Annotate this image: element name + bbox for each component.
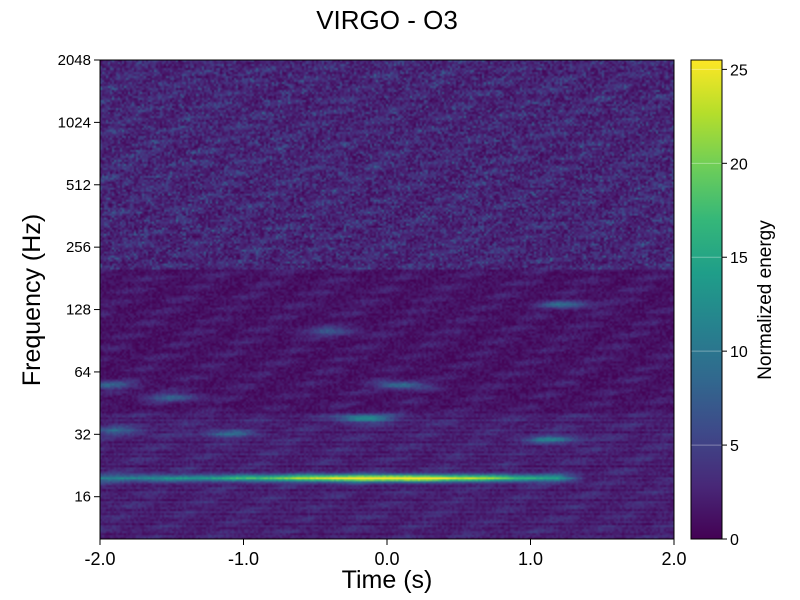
y-tick-label: 256 [66, 239, 91, 256]
colorbar-tick-label: 0 [730, 532, 739, 549]
colorbar-tick-label: 25 [730, 62, 748, 79]
colorbar-fill [691, 60, 722, 539]
x-tick-label: -2.0 [84, 549, 115, 569]
y-tick-label: 32 [74, 426, 91, 443]
colorbar-frame [690, 59, 723, 540]
x-axis-label: Time (s) [342, 566, 433, 594]
x-tick-label: 2.0 [661, 549, 686, 569]
colorbar-label: Normalized energy [755, 220, 776, 380]
x-axis: -2.0 -1.0 0.0 1.0 2.0 [84, 539, 687, 569]
colorbar-tick-label: 15 [730, 250, 748, 267]
colorbar-gridlines [691, 68, 722, 446]
y-tick-label: 2048 [58, 52, 91, 69]
x-tick-label: 0.0 [374, 549, 399, 569]
y-axis: 16 32 64 128 256 512 1024 2048 [58, 52, 100, 506]
x-tick-label: -1.0 [228, 549, 259, 569]
colorbar-tick-label: 20 [730, 156, 748, 173]
plot-area [99, 59, 675, 540]
colorbar-tick-label: 5 [730, 438, 739, 455]
colorbar-tick-label: 10 [730, 344, 748, 361]
y-tick-label: 128 [66, 302, 91, 319]
y-tick-label: 16 [74, 489, 91, 506]
y-tick-label: 512 [66, 177, 91, 194]
chart-title: VIRGO - O3 [316, 5, 458, 35]
y-axis-label: Frequency (Hz) [18, 214, 46, 386]
x-tick-label: 1.0 [518, 549, 543, 569]
colorbar: 0 5 10 15 20 25 Normalized energy [690, 59, 776, 549]
colorbar-ticks: 0 5 10 15 20 25 [722, 62, 748, 549]
spectrogram-heatmap [100, 60, 674, 539]
y-tick-label: 1024 [58, 114, 91, 131]
y-tick-label: 64 [74, 364, 91, 381]
